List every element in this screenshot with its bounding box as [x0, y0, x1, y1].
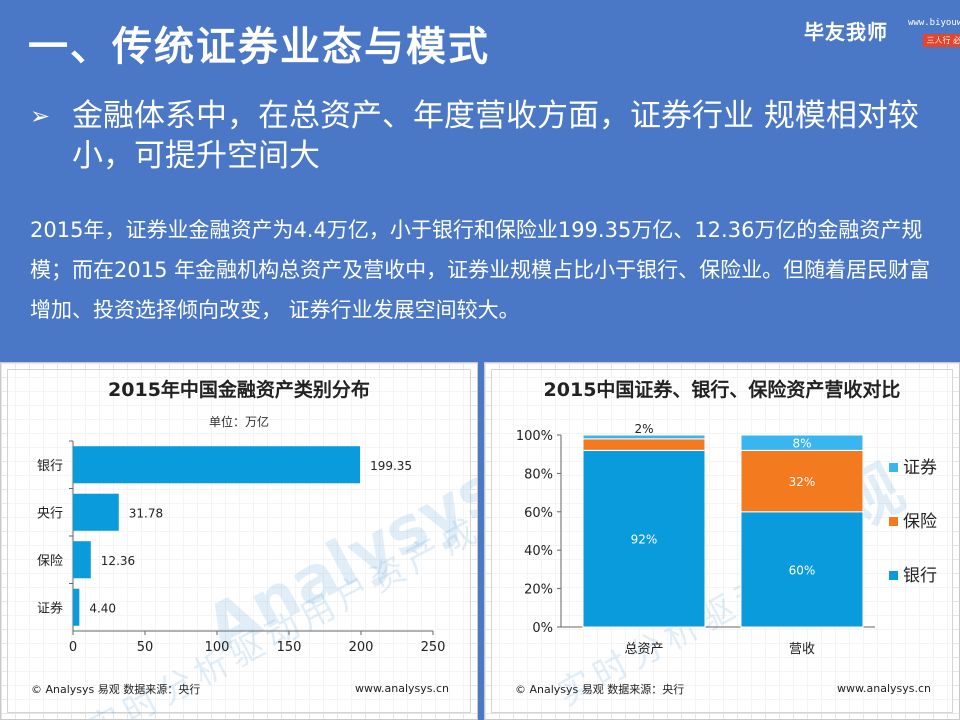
source-note: © Analysys 易观 数据来源：央行 — [31, 683, 201, 696]
x-tick-label: 营收 — [789, 642, 815, 657]
x-tick-label: 150 — [277, 640, 302, 655]
bar-segment — [740, 511, 864, 628]
data-label: 199.35 — [370, 459, 412, 473]
asset-revenue-frame — [491, 369, 953, 713]
bar-segment — [740, 434, 864, 451]
x-tick-label: 总资产 — [624, 642, 663, 657]
brand-sub: www.biyouwoshi.com 三人行 必有我师 — [908, 18, 960, 47]
brand-url: www.biyouwoshi.com — [908, 18, 960, 28]
arrow-bullet-icon: ➢ — [30, 102, 51, 130]
category-label: 保险 — [37, 554, 63, 569]
category-label: 证券 — [37, 600, 63, 616]
bar — [73, 541, 91, 579]
brand-name: 毕友我师 — [804, 20, 888, 44]
legend-swatch — [889, 571, 898, 580]
brand-logo: 毕友我师 www.biyouwoshi.com 三人行 必有我师 — [804, 16, 960, 47]
asset-distribution-panel: Analysys 易观 实时分析驱动用户资产成长 2015年中国金融资产类别分布… — [0, 362, 478, 720]
x-tick-label: 50 — [137, 640, 154, 655]
chart-title: 2015中国证券、银行、保险资产营收对比 — [543, 379, 901, 401]
legend-swatch — [889, 517, 898, 526]
data-label: 60% — [789, 563, 816, 577]
chart-title: 2015年中国金融资产类别分布 — [108, 379, 370, 401]
asset-bar-chart: 银行 199.35 央行 31.78 保险 12.36 证券 4.40 0 50 100 150 200… — [37, 440, 446, 655]
summary-paragraph: 2015年，证券业金融资产为4.4万亿，小于银行和保险业199.35万亿、12.… — [30, 218, 931, 322]
bar-segment — [582, 449, 706, 628]
bullet-point: ➢ 金融体系中，在总资产、年度营收方面，证券行业 规模相对较小，可提升空间大 — [30, 96, 930, 176]
y-tick-label: 100% — [516, 429, 553, 444]
source-note: © Analysys 易观 数据来源：央行 — [515, 683, 685, 696]
legend-label: 保险 — [903, 512, 937, 532]
data-label: 92% — [631, 533, 658, 547]
page-title: 一、传统证券业态与模式 — [28, 24, 490, 70]
category-label: 央行 — [37, 506, 63, 521]
chart-unit: 单位：万亿 — [208, 415, 269, 429]
bar-segment — [582, 434, 706, 440]
x-tick-label: 100 — [205, 640, 230, 655]
bar — [73, 493, 119, 531]
data-label: 8% — [792, 437, 811, 451]
brand-tag: 三人行 必有我师 — [923, 34, 960, 47]
bar-segment — [582, 438, 706, 451]
bullet-text: 金融体系中，在总资产、年度营收方面，证券行业 规模相对较小，可提升空间大 — [72, 98, 919, 174]
category-label: 银行 — [37, 459, 63, 474]
data-label: 31.78 — [129, 506, 163, 520]
y-tick-label: 40% — [524, 544, 553, 559]
data-label: 12.36 — [101, 554, 135, 568]
site-url: www.analysys.cn — [355, 682, 449, 695]
bar — [73, 446, 361, 484]
x-tick-label: 0 — [69, 640, 77, 655]
legend-swatch — [889, 463, 898, 472]
stacked-bar-chart: 0%20%40%60%80%100%92%6%2%总资产60%32%8%营收证券… — [516, 422, 937, 657]
y-tick-label: 80% — [524, 467, 553, 482]
asset-revenue-panel: 易观 实时分析驱动 2015中国证券、银行、保险资产营收对比 0%20%40%6… — [484, 362, 960, 720]
data-label: 32% — [789, 475, 816, 489]
bar-segment — [740, 449, 864, 513]
y-tick-label: 0% — [532, 621, 553, 636]
bar — [73, 588, 80, 626]
data-label: 4.40 — [89, 601, 116, 615]
data-label: 2% — [634, 422, 653, 436]
legend-label: 证券 — [903, 458, 937, 478]
x-tick-label: 250 — [421, 640, 446, 655]
y-tick-label: 20% — [524, 583, 553, 598]
legend-label: 银行 — [903, 566, 937, 586]
asset-distribution-frame — [7, 369, 471, 713]
x-tick-label: 200 — [349, 640, 374, 655]
site-url: www.analysys.cn — [837, 682, 931, 695]
y-tick-label: 60% — [524, 506, 553, 521]
